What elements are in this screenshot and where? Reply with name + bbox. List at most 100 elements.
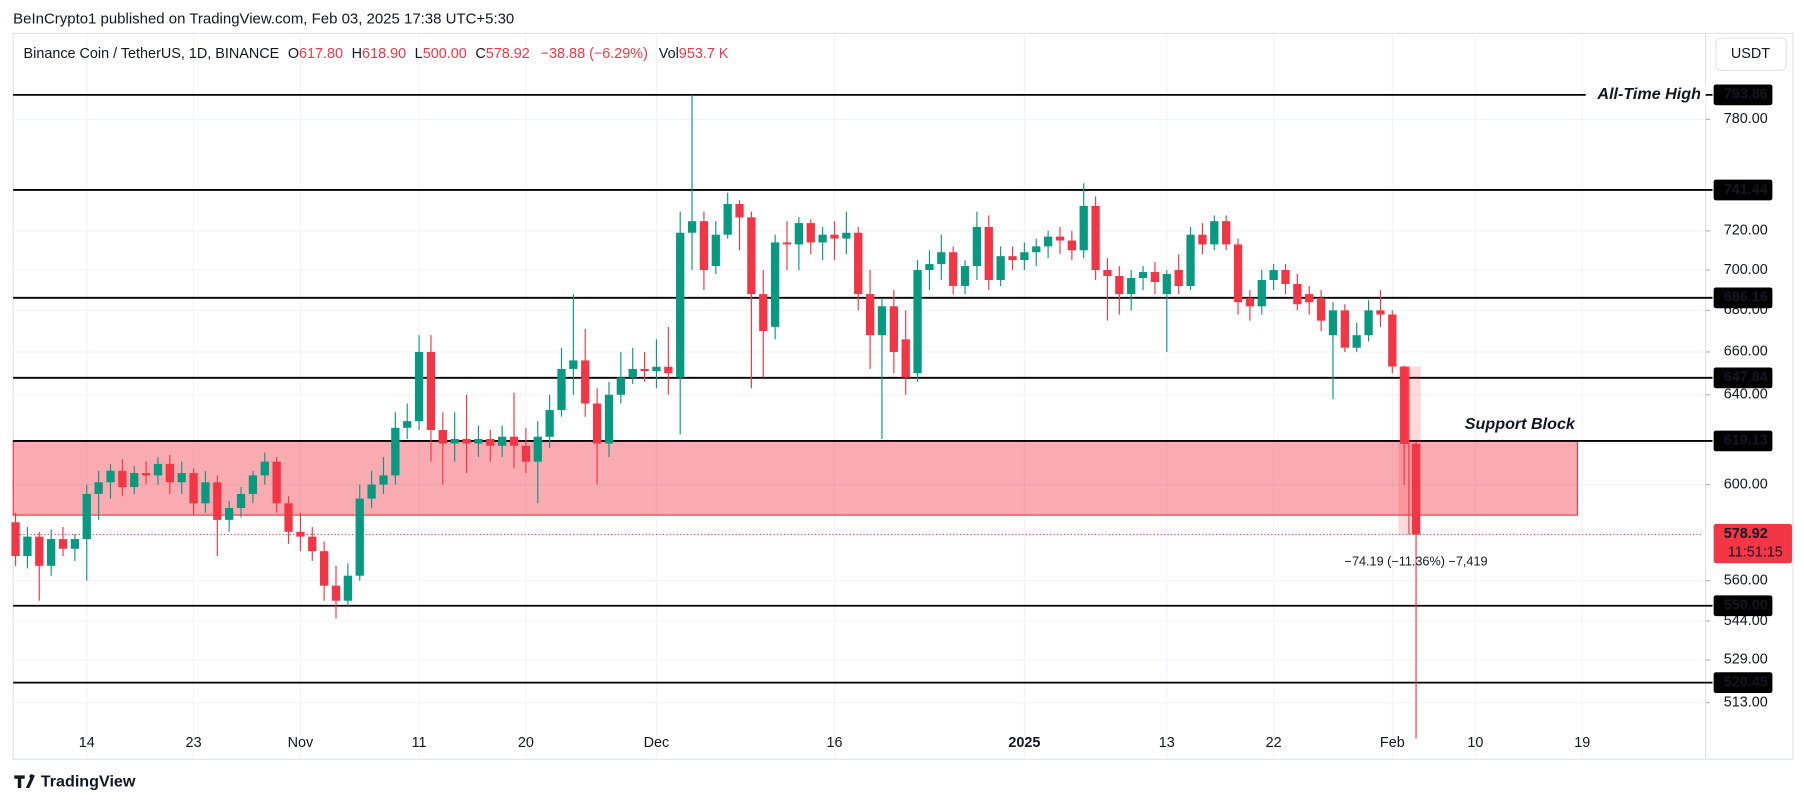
candle-body [628,368,637,378]
candle-body [498,436,507,446]
y-tick-label: 660.00 [1724,344,1768,360]
candle-body [1316,298,1326,321]
y-tick-label: 560.00 [1724,572,1768,588]
candle-body [1364,310,1373,336]
chart-frame [12,32,1794,760]
volume-key: Vol [659,46,679,62]
candle-body [1233,244,1243,303]
x-tick-label: 16 [826,735,842,751]
y-tick-label: 544.00 [1724,613,1768,629]
candle-body [569,360,578,369]
candle-body [23,536,32,557]
symbol: Binance Coin / TetherUS, 1D, BINANCE [24,46,280,62]
candle-body [201,482,210,504]
candle-body [616,377,625,395]
ohlc-value: 618.90 [362,46,406,62]
candle-body [1150,272,1160,283]
candle-body [747,217,756,295]
candle-body [1245,298,1255,307]
currency-label[interactable]: USDT [1731,46,1770,62]
candle-body [604,394,614,444]
level-name: All-Time High [1596,85,1701,103]
candle-body [509,436,519,446]
candle-body [770,242,780,327]
ohlc-key: L [415,46,423,62]
candle-body [225,508,234,520]
candle-body [759,294,768,332]
candle-body [1032,246,1041,253]
candle-body [94,482,103,494]
candle-body [1328,310,1338,336]
candle-body [1198,234,1207,245]
candle-body [462,438,471,444]
candle-body [1091,205,1100,271]
candle-body [1186,234,1195,287]
ohlc-value: 617.80 [299,46,343,62]
candle-body [1210,221,1219,245]
level-name-bg [1585,84,1706,106]
y-tick-label: 640.00 [1724,387,1768,403]
level-tag [1713,367,1773,389]
candle-body [130,473,139,487]
zone-label: Support Block [1465,415,1576,433]
measure-label: −74.19 (−11.36%) −7,419 [1345,555,1488,569]
candle-body [842,232,851,239]
level-tag-label: 550.00 [1724,598,1768,614]
candle-body [1352,335,1361,348]
candle-body [1020,252,1029,261]
x-tick-label: 14 [79,735,95,751]
candle-body [687,221,697,233]
candle-body [1281,270,1290,285]
candle-body [141,473,151,476]
candle-body [189,473,198,504]
candle-body [1340,310,1349,348]
x-tick-label: 2025 [1008,735,1040,751]
change: −38.88 (−6.29%) [541,46,648,62]
x-tick-label: Feb [1380,735,1405,751]
candle-body [47,539,56,566]
candle-body [996,256,1005,281]
y-tick-label: 720.00 [1724,223,1768,239]
currency-button[interactable] [1715,37,1787,71]
ohlc-key: O [288,46,299,62]
x-tick-label: 11 [412,735,427,751]
candle-body [177,473,186,483]
candle-body [58,539,68,549]
candle-body [367,484,376,499]
last-price-tag [1713,524,1792,564]
candle-body [937,252,946,265]
candle-body [272,461,281,504]
candle-body [165,463,174,483]
level-tag [1713,430,1773,452]
y-tick-label: 700.00 [1724,262,1768,278]
candle-body [414,351,424,422]
candle-body [806,223,815,243]
published-line: BeInCrypto1 published on TradingView.com… [13,11,514,28]
candle-body [213,482,222,520]
x-tick-label: 13 [1159,735,1175,751]
x-tick-label: 19 [1574,735,1590,751]
candle-body [735,204,744,218]
candle-body [1138,272,1148,279]
candle-body [830,234,839,239]
candle-body [1257,280,1266,307]
candle-body [972,226,982,267]
candle-body [1127,278,1136,295]
candle-body [331,585,341,601]
level-tag [1713,84,1773,106]
candle-body [1162,274,1171,295]
level-tag [1713,287,1773,309]
x-tick-label: Dec [644,735,670,751]
level-tag-label: 741.44 [1724,182,1768,198]
candle-body [486,438,495,446]
candle-body [984,226,993,281]
ohlc-value: 578.92 [486,46,530,62]
candle-body [1376,310,1385,315]
candle-body [296,531,305,537]
candle-body [1174,270,1183,287]
candle-body [106,470,115,483]
candle-body [854,232,863,295]
level-tag-label: 793.86 [1724,87,1768,103]
candle-body [557,368,566,411]
candle-body [1103,270,1112,277]
